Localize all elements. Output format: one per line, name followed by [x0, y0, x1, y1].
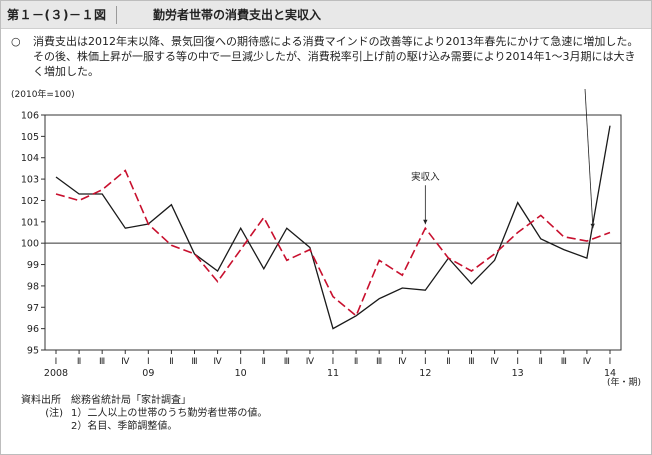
x-tick-label: Ⅰ: [55, 357, 58, 367]
x-tick-label: Ⅲ: [561, 357, 567, 367]
x-tick-label: Ⅰ: [516, 357, 519, 367]
arrowhead-icon: [423, 219, 428, 225]
x-year-label: 11: [327, 368, 339, 379]
x-tick-label: Ⅲ: [284, 357, 290, 367]
series-line-income: [55, 169, 611, 318]
notes-block: 資料出所 総務省統計局「家計調査」 (注) 1）二人以上の世帯のうち勤労者世帯の…: [21, 394, 267, 433]
x-tick-label: Ⅰ: [147, 357, 150, 367]
y-tick-label: 103: [21, 175, 39, 186]
note-row-1: (注) 1）二人以上の世帯のうち勤労者世帯の値。: [21, 407, 267, 420]
annotation-label: 実収入: [411, 171, 440, 183]
x-tick-label: Ⅳ: [121, 357, 130, 367]
x-tick-label: Ⅱ: [169, 357, 173, 367]
note-1-text: 1）二人以上の世帯のうち勤労者世帯の値。: [71, 408, 268, 419]
x-tick-label: Ⅰ: [239, 357, 242, 367]
y-tick-label: 98: [27, 281, 39, 292]
summary-paragraph: ○ 消費支出は2012年末以降、景気回復への期待感による消費マインドの改善等によ…: [11, 34, 643, 79]
y-tick-label: 105: [21, 132, 39, 143]
arrowhead-icon: [590, 223, 595, 229]
note-row-2: 2）名目、季節調整値。: [21, 420, 267, 433]
y-tick-label: 106: [21, 111, 39, 122]
series-line-consumption: [55, 125, 611, 330]
source-text: 総務省統計局「家計調査」: [71, 395, 191, 406]
x-tick-label: Ⅱ: [446, 357, 450, 367]
summary-text: 消費支出は2012年末以降、景気回復への期待感による消費マインドの改善等により2…: [33, 35, 639, 78]
x-tick-label: Ⅳ: [398, 357, 407, 367]
x-year-label: 14: [604, 368, 616, 379]
y-tick-label: 96: [27, 324, 39, 335]
source-row: 資料出所 総務省統計局「家計調査」: [21, 394, 267, 407]
unit-label: (2010年=100): [11, 89, 75, 100]
x-tick-label: Ⅳ: [490, 357, 499, 367]
x-tick-label: Ⅱ: [539, 357, 543, 367]
x-tick-label: Ⅰ: [424, 357, 427, 367]
figure-title: 勤労者世帯の消費支出と実収入: [153, 8, 322, 22]
x-year-label: 13: [512, 368, 524, 379]
annotation-arrow: [584, 89, 594, 229]
line-chart: (2010年=100) 95 96 97 98 99 100 101 102 103 104 105…: [11, 89, 641, 388]
x-tick-label: Ⅱ: [262, 357, 266, 367]
y-tick-label: 97: [27, 303, 39, 314]
source-label: 資料出所: [21, 395, 61, 406]
x-tick-label: Ⅱ: [77, 357, 81, 367]
figure-number: 第１－(３)－１図: [7, 6, 118, 24]
x-tick-label: Ⅳ: [213, 357, 222, 367]
note-label: (注): [45, 408, 63, 419]
x-year-label: 10: [235, 368, 247, 379]
x-tick-label: Ⅲ: [376, 357, 382, 367]
note-2-text: 2）名目、季節調整値。: [71, 421, 178, 432]
x-tick-label: Ⅲ: [191, 357, 197, 367]
figure-header: 第１－(３)－１図 勤労者世帯の消費支出と実収入: [1, 1, 651, 29]
y-tick-label: 99: [27, 260, 39, 271]
x-year-label: 12: [419, 368, 431, 379]
x-tick-label: Ⅲ: [99, 357, 105, 367]
plot-area-frame: [44, 114, 622, 351]
x-year-label: 2008: [44, 368, 68, 379]
x-axis-title: (年・期): [607, 376, 641, 388]
x-tick-label: Ⅰ: [332, 357, 335, 367]
y-tick-label: 104: [21, 153, 39, 164]
x-year-label: 09: [142, 368, 154, 379]
bullet-circle-icon: ○: [11, 35, 21, 48]
y-tick-label: 101: [21, 217, 39, 228]
x-tick-label: Ⅰ: [609, 357, 612, 367]
y-tick-label: 95: [27, 346, 39, 357]
y-tick-label: 102: [21, 196, 39, 207]
y-tick-label: 100: [21, 239, 39, 250]
x-tick-label: Ⅳ: [306, 357, 315, 367]
x-tick-label: Ⅲ: [468, 357, 474, 367]
x-tick-label: Ⅳ: [583, 357, 592, 367]
x-tick-label: Ⅱ: [354, 357, 358, 367]
